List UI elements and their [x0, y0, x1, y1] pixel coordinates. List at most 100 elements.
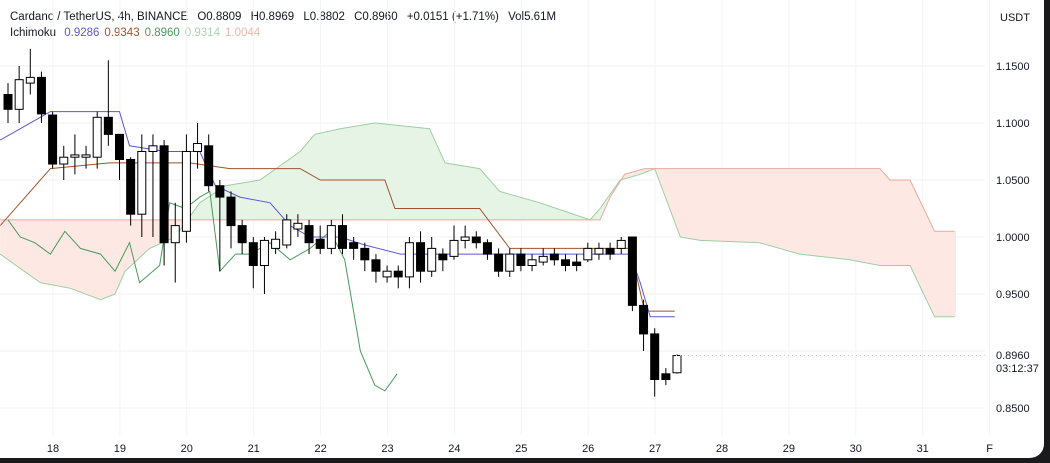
- cloud-segment: [924, 210, 926, 299]
- cloud-segment: [278, 165, 281, 220]
- cloud-segment: [850, 168, 853, 261]
- cloud-segment: [262, 177, 264, 220]
- cloud-segment: [862, 168, 864, 263]
- cloud-segment: [427, 128, 429, 220]
- cloud-segment: [242, 182, 244, 220]
- indicator-value: 0.9286: [64, 27, 100, 39]
- cloud-segment: [377, 123, 379, 220]
- cloud-segment: [693, 168, 696, 240]
- cloud-segment: [402, 125, 405, 220]
- candle-down: [371, 259, 381, 272]
- cloud-segment: [429, 128, 431, 220]
- cloud-segment: [539, 202, 542, 220]
- cloud-segment: [939, 231, 941, 317]
- cloud-segment: [447, 163, 449, 220]
- candle-up: [137, 151, 147, 215]
- cloud-segment: [901, 180, 903, 266]
- time-label: F: [986, 443, 993, 455]
- cloud-segment: [93, 219, 96, 298]
- cloud-segment: [833, 168, 835, 259]
- cloud-segment: [771, 168, 774, 247]
- cloud-segment: [598, 208, 601, 220]
- cloud-segment: [826, 168, 828, 258]
- cloud-segment: [196, 205, 198, 220]
- cloud-segment: [688, 168, 690, 239]
- cloud-segment: [523, 198, 525, 220]
- cloud-segment: [625, 173, 628, 179]
- candle-down: [627, 236, 637, 306]
- cloud-segment: [798, 168, 800, 255]
- cloud-segment: [394, 125, 397, 220]
- cloud-segment: [49, 219, 51, 285]
- cloud-segment: [148, 219, 150, 250]
- candle-up: [594, 247, 604, 255]
- cloud-segment: [830, 168, 833, 258]
- time-label: 26: [582, 443, 594, 455]
- cloud-segment: [573, 214, 575, 220]
- indicator-name[interactable]: Ichimoku: [10, 27, 57, 39]
- cloud-segment: [674, 168, 677, 226]
- cloud-segment: [396, 125, 398, 220]
- cloud-segment: [665, 168, 668, 202]
- cloud-segment: [820, 168, 823, 257]
- cloud-segment: [102, 219, 105, 299]
- cloud-segment: [855, 168, 857, 262]
- cloud-segment: [487, 177, 489, 220]
- cloud-segment: [126, 219, 128, 271]
- cloud-segment: [339, 128, 341, 220]
- cloud-segment: [292, 156, 294, 220]
- time-label: 18: [47, 443, 59, 455]
- cloud-segment: [815, 168, 817, 256]
- cloud-segment: [322, 132, 324, 220]
- cloud-segment: [685, 168, 688, 239]
- cloud-segment: [301, 148, 303, 220]
- cloud-segment: [930, 221, 932, 310]
- candle-down: [36, 76, 46, 115]
- cloud-segment: [311, 137, 313, 220]
- cloud-segment: [747, 168, 749, 243]
- cloud-segment: [801, 168, 804, 255]
- cloud-segment: [261, 178, 263, 220]
- cloud-segment: [755, 168, 757, 243]
- cloud-segment: [367, 124, 369, 220]
- cloud-segment: [169, 219, 172, 240]
- cloud-segment: [251, 181, 253, 220]
- cloud-segment: [877, 168, 880, 266]
- cloud-segment: [834, 168, 836, 259]
- cloud-segment: [711, 168, 713, 241]
- cloud-segment: [350, 126, 352, 220]
- cloud-segment: [363, 124, 366, 220]
- symbol-title[interactable]: Cardano / TetherUS, 4h, BINANCE: [10, 11, 189, 23]
- cloud-segment: [87, 219, 89, 296]
- cloud-segment: [462, 165, 465, 220]
- cloud-segment: [769, 168, 771, 246]
- cloud-segment: [331, 130, 333, 220]
- cloud-segment: [679, 168, 681, 237]
- cloud-segment: [2, 219, 4, 257]
- cloud-segment: [291, 157, 293, 220]
- cloud-segment: [758, 168, 760, 243]
- cloud-segment: [766, 168, 768, 245]
- cloud-segment: [270, 172, 272, 220]
- cloud-segment: [195, 207, 197, 220]
- candle-down: [126, 158, 136, 215]
- cloud-segment: [932, 226, 934, 315]
- cloud-segment: [458, 165, 460, 220]
- candle-up: [282, 219, 292, 246]
- cloud-segment: [247, 181, 250, 220]
- candle-up: [148, 145, 158, 153]
- candle-down: [516, 253, 526, 267]
- cloud-segment: [904, 180, 906, 266]
- ohlc-close: C0.8960: [354, 11, 398, 23]
- cloud-segment: [264, 176, 266, 220]
- cloud-segment: [731, 168, 734, 242]
- cloud-segment: [860, 168, 863, 263]
- cloud-segment: [36, 219, 39, 282]
- cloud-segment: [199, 202, 202, 220]
- cloud-segment: [545, 204, 547, 220]
- cloud-segment: [882, 171, 884, 266]
- cloud-segment: [900, 180, 902, 266]
- cloud-segment: [874, 168, 876, 265]
